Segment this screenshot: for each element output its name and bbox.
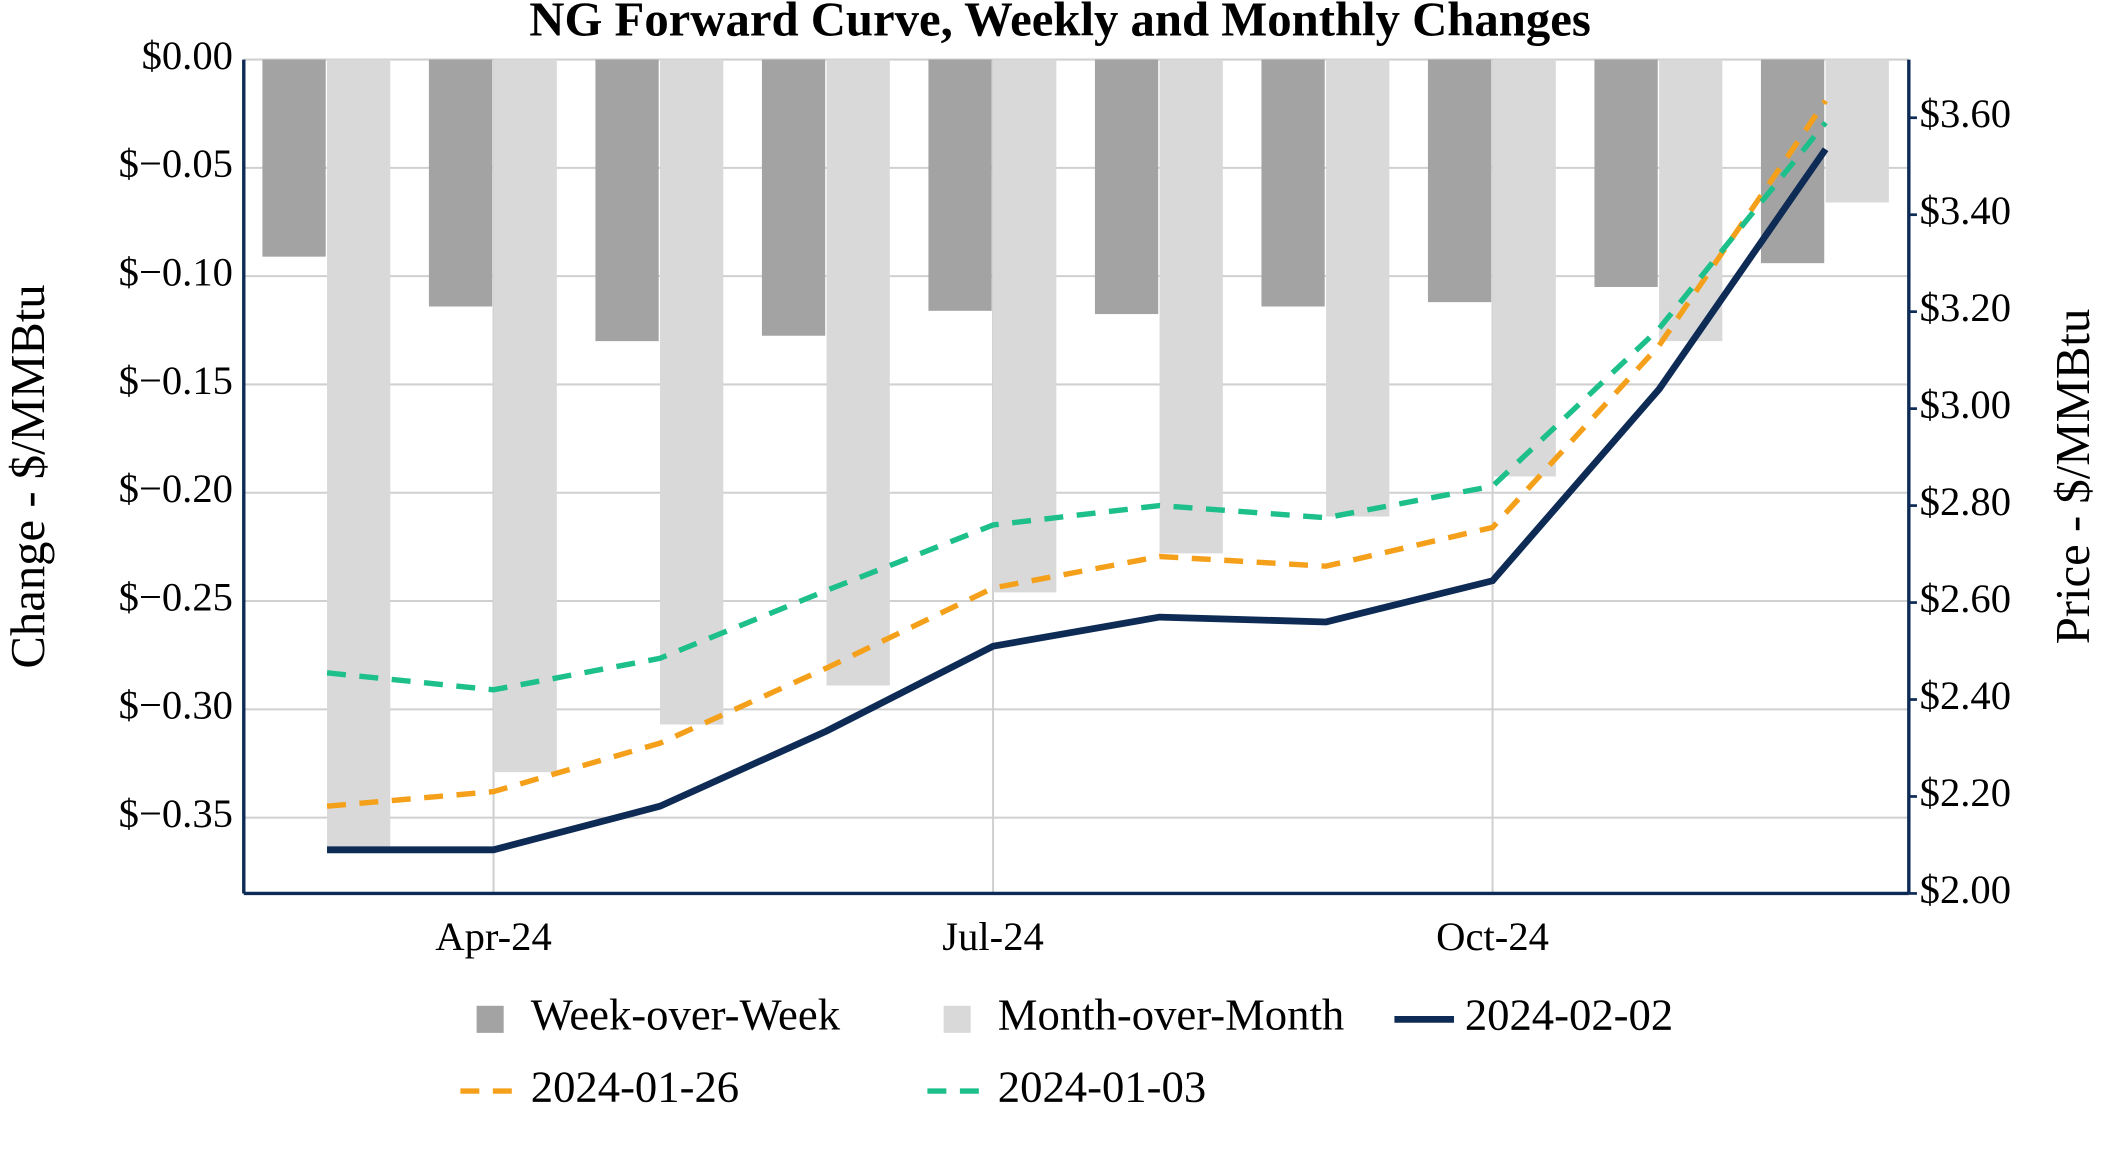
y-tick-label: $0.00 <box>142 33 233 78</box>
x-tick-label: Jul-24 <box>942 914 1044 959</box>
line <box>327 147 1829 854</box>
bar <box>1492 59 1556 477</box>
y2-tick-label: $2.40 <box>1920 673 2011 718</box>
bar <box>1094 59 1159 315</box>
y-axis-title: Change - $/MMBtu <box>1 284 55 668</box>
legend-label: 2024-01-03 <box>998 1061 1206 1111</box>
bar <box>1659 59 1723 342</box>
y-tick-label: $−0.05 <box>119 141 233 186</box>
bar <box>428 59 493 307</box>
bar <box>595 59 659 342</box>
legend-swatch <box>943 1005 971 1033</box>
chart-title: NG Forward Curve, Weekly and Monthly Cha… <box>529 0 1591 47</box>
legend-label: 2024-01-26 <box>531 1061 739 1111</box>
y2-tick-label: $2.60 <box>1920 576 2011 621</box>
bar <box>761 59 826 336</box>
bar <box>327 59 391 848</box>
y2-axis-title: Price - $/MMBtu <box>2046 309 2100 645</box>
bar <box>993 59 1057 593</box>
y-tick-label: $−0.30 <box>119 683 233 728</box>
x-tick-label: Oct-24 <box>1436 914 1549 959</box>
y-tick-label: $−0.10 <box>119 249 233 294</box>
y2-tick-label: $2.00 <box>1920 867 2011 912</box>
line <box>326 99 1828 809</box>
bar <box>660 59 724 725</box>
legend-label: Week-over-Week <box>531 990 841 1040</box>
bar <box>1326 59 1390 517</box>
y-tick-label: $−0.15 <box>119 358 233 403</box>
bar <box>1427 59 1492 303</box>
y2-tick-label: $3.00 <box>1920 382 2011 427</box>
y2-tick-label: $2.20 <box>1920 770 2011 815</box>
y2-tick-label: $2.80 <box>1920 479 2011 524</box>
x-tick-label: Apr-24 <box>435 914 551 959</box>
legend-swatch <box>476 1005 504 1033</box>
bar <box>826 59 890 686</box>
bar <box>928 59 992 311</box>
bar <box>1594 59 1658 287</box>
line <box>326 120 1828 693</box>
y-tick-label: $−0.20 <box>119 466 233 511</box>
bar <box>1261 59 1325 307</box>
legend-label: 2024-02-02 <box>1465 990 1673 1040</box>
y-tick-label: $−0.25 <box>119 574 233 619</box>
bar <box>493 59 557 773</box>
y2-tick-label: $3.20 <box>1920 285 2011 330</box>
y2-tick-label: $3.60 <box>1920 91 2011 136</box>
bar <box>262 59 326 257</box>
legend-label: Month-over-Month <box>998 990 1344 1040</box>
y-tick-label: $−0.35 <box>119 791 233 836</box>
y2-tick-label: $3.40 <box>1920 188 2011 233</box>
bar <box>1159 59 1223 554</box>
bar <box>1825 59 1889 203</box>
